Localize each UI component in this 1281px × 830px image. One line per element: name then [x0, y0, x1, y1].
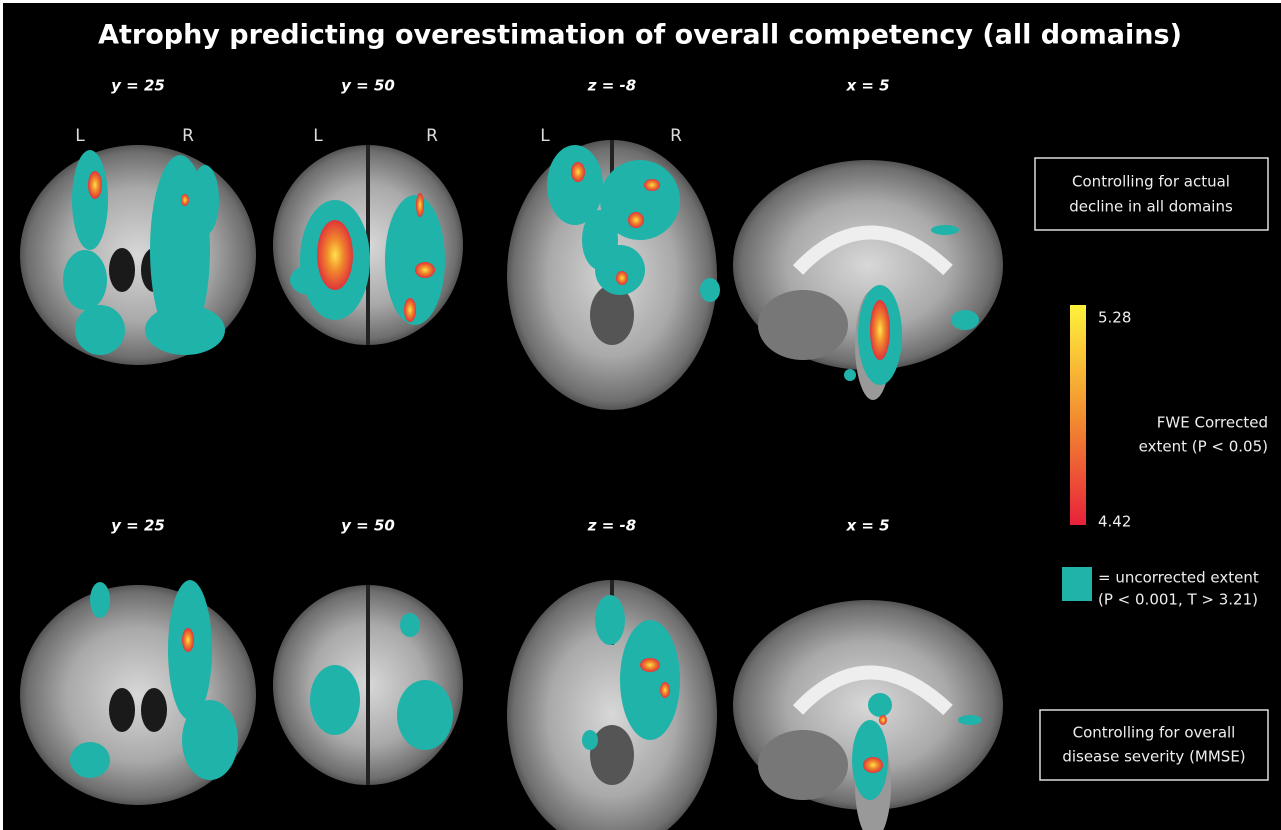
corrected-cluster [181, 194, 189, 206]
ventricle [109, 248, 135, 292]
slice-label: y = 25 [111, 77, 165, 95]
slice-label: y = 50 [341, 77, 395, 95]
slice-label: z = -8 [587, 517, 636, 535]
corrected-cluster [879, 715, 887, 725]
uncorrected-cluster [931, 225, 959, 235]
uncorrected-cluster [63, 250, 107, 310]
note-line: Controlling for actual [1072, 173, 1230, 191]
colorbar-max: 5.28 [1098, 309, 1131, 327]
uncorrected-cluster [310, 665, 360, 735]
ventricle [109, 688, 135, 732]
uncorrected-cluster [72, 150, 108, 250]
note-line: decline in all domains [1069, 198, 1233, 216]
uncorrected-cluster [182, 700, 238, 780]
uncorrected-cluster [595, 595, 625, 645]
corrected-cluster [640, 658, 660, 672]
slice-label: x = 5 [845, 77, 889, 95]
uncorrected-cluster [397, 680, 453, 750]
slice-label: y = 50 [341, 517, 395, 535]
uncorrected-cluster [145, 305, 225, 355]
uncorrected-cluster [958, 715, 982, 725]
slice-label: y = 25 [111, 517, 165, 535]
corrected-cluster [317, 220, 353, 290]
corrected-cluster [571, 162, 585, 182]
hemisphere-label: L [313, 126, 323, 146]
uncorrected-cluster [90, 582, 110, 618]
uncorrected-cluster [582, 730, 598, 750]
uncorrected-cluster [191, 165, 219, 235]
corrected-cluster [404, 298, 416, 322]
hemisphere-label: L [540, 126, 550, 146]
uncorrected-cluster [400, 613, 420, 637]
midbrain [590, 285, 634, 345]
note-line: Controlling for overall [1073, 724, 1236, 742]
corrected-cluster [870, 300, 890, 360]
slice-label: z = -8 [587, 77, 636, 95]
colorbar-min: 4.42 [1098, 513, 1131, 531]
corrected-cluster [182, 628, 194, 652]
uncorrected-cluster [582, 210, 618, 270]
midbrain [590, 725, 634, 785]
hemisphere-label: L [75, 126, 85, 146]
corrected-cluster [628, 212, 644, 228]
legend-text: = uncorrected extent [1098, 569, 1259, 587]
corrected-cluster [88, 171, 102, 199]
figure: Atrophy predicting overestimation of ove… [0, 0, 1281, 830]
uncorrected-cluster [70, 742, 110, 778]
cerebellum [758, 730, 848, 800]
corrected-cluster [644, 179, 660, 191]
frame-left [0, 0, 3, 830]
colorbar-label: FWE Corrected [1157, 414, 1268, 432]
uncorrected-cluster [75, 305, 125, 355]
colorbar-label: extent (P < 0.05) [1139, 438, 1268, 456]
figure-title: Atrophy predicting overestimation of ove… [98, 20, 1182, 51]
hemisphere-label: R [182, 126, 194, 146]
note-line: disease severity (MMSE) [1062, 748, 1245, 766]
uncorrected-cluster [951, 310, 979, 330]
frame-top [0, 0, 1281, 3]
uncorrected-cluster [868, 693, 892, 717]
uncorrected-cluster [700, 278, 720, 302]
hemisphere-label: R [670, 126, 682, 146]
uncorrected-cluster [844, 369, 856, 381]
corrected-cluster [616, 271, 628, 285]
legend-text: (P < 0.001, T > 3.21) [1098, 591, 1258, 609]
slice-label: x = 5 [845, 517, 889, 535]
uncorrected-cluster [620, 620, 680, 740]
ventricle [141, 688, 167, 732]
corrected-cluster [863, 757, 883, 773]
legend-swatch [1062, 567, 1092, 601]
colorbar [1070, 305, 1086, 525]
cerebellum [758, 290, 848, 360]
corrected-cluster [660, 682, 670, 698]
corrected-cluster [416, 193, 424, 217]
corrected-cluster [415, 262, 435, 278]
hemisphere-label: R [426, 126, 438, 146]
